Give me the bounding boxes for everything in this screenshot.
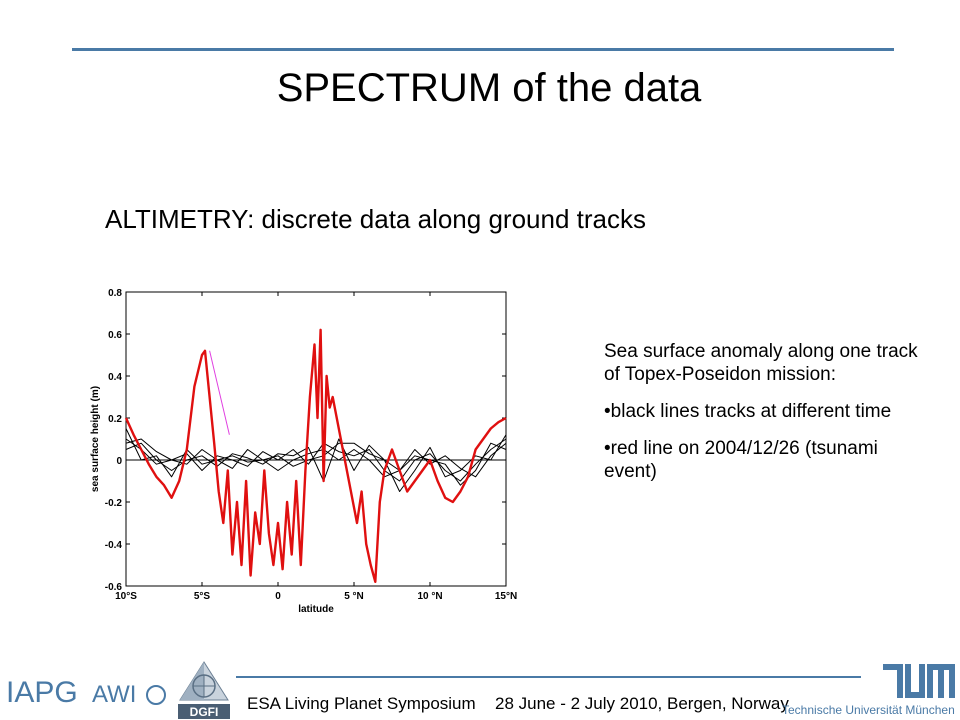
x-tick-label: 15°N [495,591,517,602]
y-tick-label: -0.4 [105,540,123,551]
slide-subtitle: ALTIMETRY: discrete data along ground tr… [105,204,646,234]
chart-description: Sea surface anomaly along one track of T… [604,340,934,497]
y-tick-label: 0.4 [108,372,122,383]
sea-surface-chart: -0.6 -0.4 -0.2 0 0.2 0.4 0.6 0.8 10°S 5°S 0 5 °N 10 … [90,288,517,612]
bottom-rule [236,676,861,678]
awi-logo: AWI [92,681,167,709]
plot-layer: -0.6 -0.4 -0.2 0 0.2 0.4 0.6 0.8 10°S 5°S 0 5 °N 10 … [90,288,517,612]
description-bullet-black: •black lines tracks at different time [604,401,892,422]
x-axis-label: latitude [298,604,334,612]
x-tick-label: 5°S [194,591,211,602]
series-line-tsunami [124,328,507,583]
footer-event: ESA Living Planet Symposium [247,694,476,713]
y-tick-label: -0.2 [105,498,123,509]
series-line-track [125,428,507,486]
tum-name: Technische Universität München [782,703,955,717]
dgfi-logo-text: DGFI [190,705,219,719]
y-axis-label: sea surface height (m) [90,386,101,492]
iapg-logo: IAPG [6,676,78,709]
y-tick-label: 0 [116,456,122,467]
y-tick-label: -0.6 [105,582,123,593]
description-intro: Sea surface anomaly along one track of T… [604,341,918,385]
plot-frame [125,291,507,587]
footer-dates: 28 June - 2 July 2010, Bergen, Norway [495,694,789,713]
top-rule [72,48,894,51]
x-tick-label: 10°S [115,591,137,602]
series-line-track [125,434,507,492]
awi-logo-text: AWI [92,681,137,708]
y-tick-label: 0.2 [108,414,122,425]
y-tick-label: 0.8 [108,288,122,299]
x-tick-label: 0 [275,591,281,602]
x-tick-label: 5 °N [344,591,364,602]
slide-title: SPECTRUM of the data [276,66,702,110]
x-tick-label: 10 °N [417,591,442,602]
series-line-track [125,438,507,482]
tum-logo [883,664,955,698]
series-line-track [125,438,507,478]
globe-icon [146,685,167,705]
dgfi-logo: DGFI [178,661,230,719]
y-tick-label: 0.6 [108,330,122,341]
description-bullet-red: •red line on 2004/12/26 (tsunami event) [604,438,878,482]
